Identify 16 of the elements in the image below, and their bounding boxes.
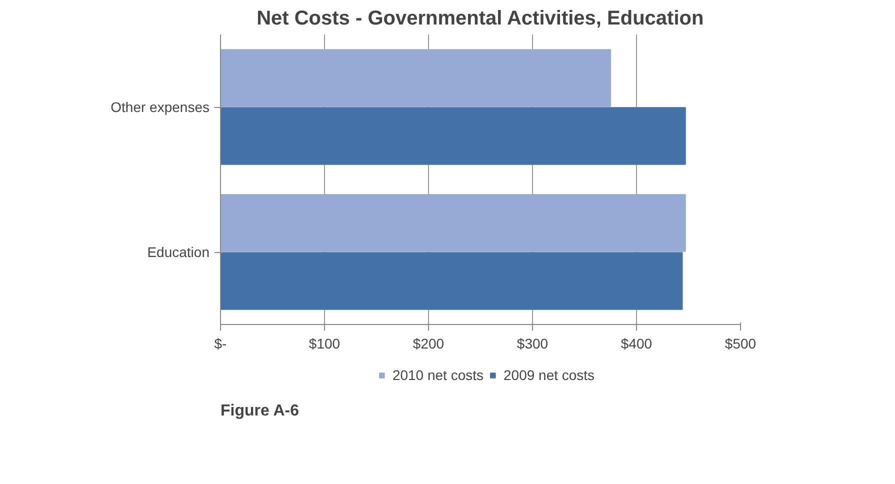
x-tick-label: $200 <box>412 336 444 352</box>
x-tick-label: $500 <box>724 336 756 352</box>
x-tick-label: $400 <box>620 336 652 352</box>
legend-label: 2009 net costs <box>504 366 595 382</box>
bar <box>220 107 686 165</box>
y-tick-label: Other expenses <box>110 99 210 115</box>
bar <box>220 49 611 107</box>
x-tick-label: $300 <box>516 336 548 352</box>
x-tick-label: $100 <box>308 336 340 352</box>
bar <box>220 252 683 310</box>
y-tick-label: Education <box>147 244 210 260</box>
chart-title: Net Costs - Governmental Activities, Education <box>256 8 704 30</box>
legend-label: 2010 net costs <box>392 366 484 382</box>
bar <box>220 194 686 252</box>
x-tick-label: $- <box>214 336 228 352</box>
text: Figure A-6 <box>220 402 300 420</box>
